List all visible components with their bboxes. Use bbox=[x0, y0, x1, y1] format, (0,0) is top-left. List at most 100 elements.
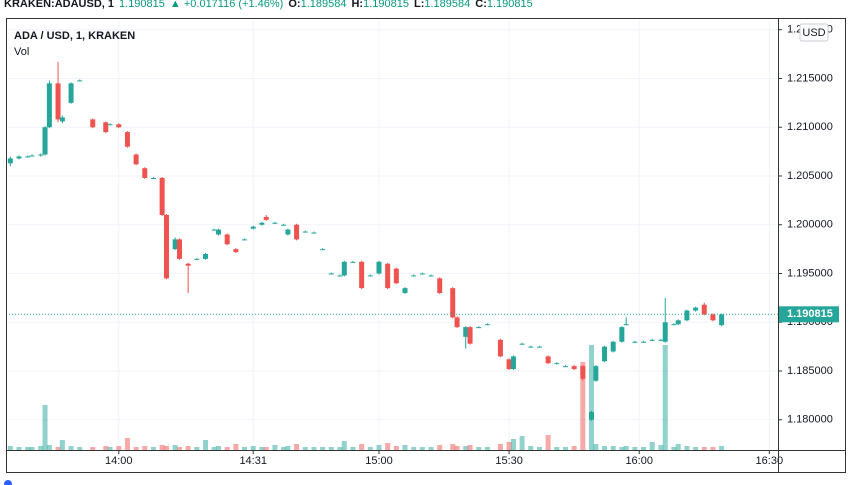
candle-body bbox=[142, 168, 148, 178]
volume-bar bbox=[701, 447, 707, 450]
candle-body bbox=[233, 249, 239, 253]
ohlc-label: O: bbox=[288, 0, 301, 10]
candle-body bbox=[77, 80, 83, 82]
volume-bar bbox=[693, 447, 699, 450]
candle-body bbox=[185, 263, 191, 266]
volume-bar bbox=[719, 446, 725, 450]
indicator-dot bbox=[4, 480, 12, 485]
candle-body bbox=[272, 222, 278, 224]
price-label-box bbox=[779, 306, 839, 323]
ohlc-value: 1.189584 bbox=[424, 0, 471, 10]
candle-body bbox=[124, 132, 130, 147]
ohlc-value: 1.190815 bbox=[363, 0, 409, 10]
last-price: 1.190815 bbox=[119, 0, 165, 10]
candle-body bbox=[623, 324, 629, 326]
candle-body bbox=[419, 273, 425, 275]
volume-bar bbox=[142, 446, 148, 450]
ohlc-value: 1.189584 bbox=[300, 0, 347, 10]
x-tick-label: 16:00 bbox=[625, 455, 653, 467]
ohlc-label: L: bbox=[413, 0, 425, 10]
volume-bar bbox=[632, 447, 638, 450]
candle-body bbox=[649, 339, 655, 341]
y-tick-label: 1.200000 bbox=[787, 219, 833, 231]
volume-bar bbox=[311, 447, 317, 450]
volume-bar bbox=[545, 435, 551, 450]
candle-body bbox=[497, 339, 503, 357]
candle-body bbox=[302, 231, 308, 233]
candle-body bbox=[454, 317, 460, 328]
candle-body bbox=[658, 339, 664, 341]
volume-bar bbox=[55, 447, 61, 450]
volume-bar bbox=[510, 439, 516, 450]
volume-bar bbox=[103, 446, 109, 450]
volume-bar bbox=[341, 441, 347, 450]
candle-body bbox=[428, 275, 434, 277]
volume-bar bbox=[328, 447, 334, 450]
candle-body bbox=[350, 261, 356, 263]
volume-bar bbox=[150, 447, 156, 450]
volume-bar bbox=[710, 447, 716, 450]
candle-body bbox=[337, 275, 343, 277]
candle-body bbox=[38, 154, 44, 156]
candle-body bbox=[411, 275, 417, 277]
candle-body bbox=[602, 346, 608, 362]
currency-badge bbox=[799, 23, 829, 42]
currency-label: USD bbox=[802, 27, 825, 39]
volume-bar bbox=[619, 447, 625, 450]
candle-body bbox=[263, 216, 269, 220]
volume-bar bbox=[29, 447, 35, 450]
candle-body bbox=[103, 122, 109, 133]
candle-body bbox=[172, 239, 178, 250]
candle-body bbox=[285, 229, 291, 235]
candle-body bbox=[671, 324, 677, 326]
volume-bar bbox=[367, 447, 373, 450]
volume-bar bbox=[124, 438, 130, 450]
volume-bar bbox=[359, 444, 365, 450]
volume-bar bbox=[580, 362, 586, 450]
volume-bar bbox=[159, 445, 165, 450]
candle-body bbox=[159, 177, 165, 215]
volume-bar bbox=[59, 440, 65, 450]
volume-bar bbox=[554, 447, 560, 450]
volume-bar bbox=[463, 446, 469, 450]
candle-body bbox=[528, 346, 534, 348]
candle-body bbox=[484, 324, 490, 326]
volume-bar bbox=[571, 446, 577, 450]
chart-frame bbox=[6, 18, 846, 473]
volume-bar bbox=[589, 345, 595, 450]
candle-body bbox=[476, 327, 482, 329]
volume-bar bbox=[320, 447, 326, 450]
candle-body bbox=[684, 310, 690, 321]
candle-body bbox=[641, 341, 647, 343]
candle-body bbox=[619, 327, 625, 342]
volume-bar bbox=[450, 444, 456, 450]
candle-body bbox=[133, 154, 139, 165]
candle-body bbox=[311, 232, 317, 234]
volume-bar bbox=[671, 447, 677, 450]
volume-bar bbox=[263, 447, 269, 450]
volume-bar bbox=[662, 345, 668, 450]
volume-bar bbox=[476, 447, 482, 450]
candle-body bbox=[610, 341, 616, 352]
candle-body bbox=[29, 155, 35, 157]
candle-body bbox=[519, 343, 525, 345]
volume-bar bbox=[402, 445, 408, 450]
volume-bar bbox=[610, 446, 616, 450]
candle-body bbox=[55, 83, 61, 120]
volume-bar bbox=[68, 446, 74, 450]
x-tick-label: 14:00 bbox=[105, 455, 133, 467]
volume-bar bbox=[250, 446, 256, 450]
volume-bar bbox=[7, 446, 13, 450]
volume-bar bbox=[116, 446, 122, 450]
candle-body bbox=[506, 359, 512, 370]
x-tick-label: 16:30 bbox=[756, 455, 784, 467]
candle-body bbox=[163, 214, 169, 279]
candle-body bbox=[341, 261, 347, 276]
volume-legend: Vol bbox=[14, 46, 29, 58]
x-tick-label: 15:30 bbox=[495, 455, 523, 467]
candle-body bbox=[571, 366, 577, 370]
y-tick-label: 1.215000 bbox=[787, 72, 833, 84]
x-tick-label: 15:00 bbox=[365, 455, 393, 467]
volume-bar bbox=[649, 442, 655, 450]
